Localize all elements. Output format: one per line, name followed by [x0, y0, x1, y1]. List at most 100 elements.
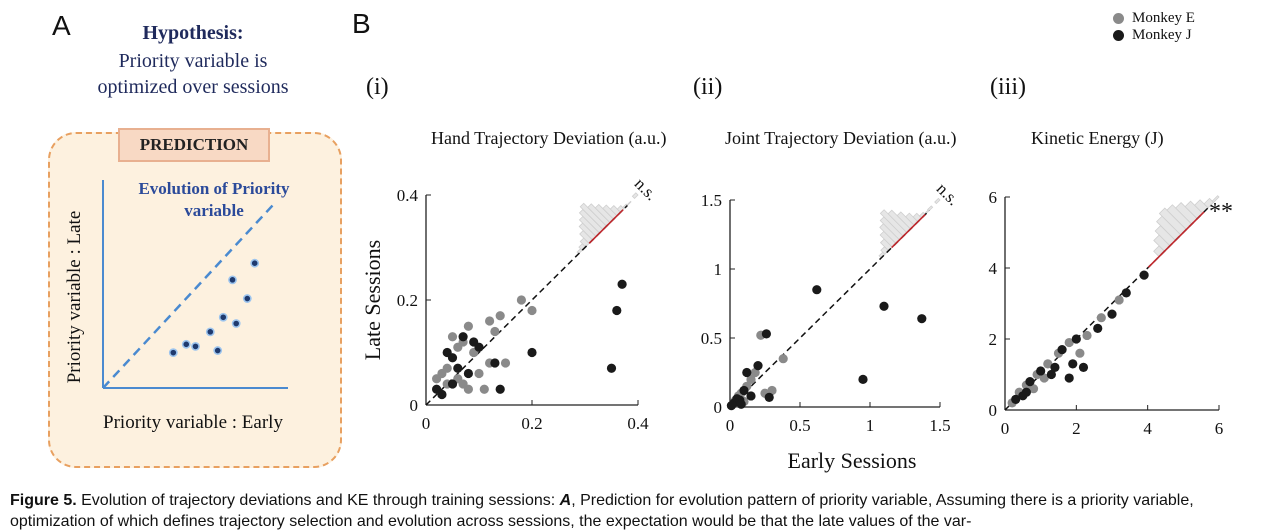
caption-text-2: , Prediction for evolution pattern of pr…	[10, 492, 1194, 530]
inset-title-line-2: variable	[184, 201, 244, 220]
data-point-monkey-j	[1050, 362, 1060, 372]
identity-line	[1004, 207, 1209, 411]
data-point-monkey-j	[1093, 323, 1103, 333]
data-point-monkey-e	[1075, 348, 1085, 358]
x-tick-label: 2	[1072, 419, 1081, 438]
data-point-monkey-e	[516, 295, 527, 305]
inset-point	[168, 348, 178, 358]
data-point-monkey-e	[1114, 295, 1124, 305]
inset-xlabel: Priority variable : Early	[103, 412, 283, 433]
y-tick-label: 0.5	[701, 329, 722, 348]
data-point-monkey-j	[1057, 345, 1067, 355]
y-tick-label: 0	[410, 396, 419, 415]
data-point-monkey-j	[1068, 359, 1078, 369]
hypothesis-line-1: Priority variable is	[118, 50, 268, 72]
inset-point	[218, 312, 228, 322]
data-point-monkey-j	[1121, 288, 1131, 298]
inset-point	[213, 346, 223, 355]
data-point-monkey-e	[479, 384, 489, 394]
data-point-monkey-e	[767, 385, 777, 396]
data-point-monkey-e	[442, 363, 452, 373]
chart-title-ke: Kinetic Energy (J)	[1031, 128, 1164, 148]
data-point-monkey-e	[1082, 330, 1092, 341]
data-point-monkey-j	[495, 384, 505, 394]
prediction-label: PREDICTION	[118, 128, 270, 162]
panel-iii-label: (iii)	[990, 74, 1026, 100]
histogram-bar	[1203, 197, 1215, 209]
panel-i-label: (i)	[366, 74, 389, 100]
y-tick-label: 0	[714, 398, 723, 417]
data-point-monkey-j	[879, 301, 889, 311]
chart-title-hand: Hand Trajectory Deviation (a.u.)	[431, 128, 667, 148]
data-point-monkey-e	[1064, 337, 1074, 348]
data-point-monkey-e	[1028, 384, 1039, 394]
x-tick-label: 6	[1215, 419, 1224, 438]
data-point-monkey-e	[1043, 359, 1053, 369]
median-line	[891, 213, 926, 249]
data-point-monkey-e	[463, 384, 473, 394]
y-tick-label: 6	[989, 188, 998, 207]
b-xlabel: Early Sessions	[788, 448, 917, 473]
y-tick-label: 0	[989, 401, 998, 420]
data-point-monkey-j	[1107, 309, 1117, 319]
data-point-monkey-j	[858, 374, 868, 384]
median-line	[1147, 211, 1205, 268]
legend-marker-monkey-j	[1113, 30, 1124, 41]
data-point-monkey-e	[447, 332, 458, 342]
data-point-monkey-j	[1064, 373, 1074, 383]
x-tick-label: 0	[1001, 419, 1010, 438]
data-point-monkey-j	[447, 379, 458, 389]
data-point-monkey-j	[447, 353, 458, 363]
histogram-bar	[631, 192, 639, 200]
legend-marker-monkey-e	[1113, 13, 1124, 24]
caption-figure-label: Figure 5.	[10, 492, 77, 509]
panel-b-letter: B	[352, 8, 371, 39]
inset-point	[191, 341, 200, 351]
data-point-monkey-j	[761, 329, 772, 339]
y-tick-label: 2	[989, 330, 998, 349]
inset-point	[181, 339, 191, 349]
scatter-chart-1: 0 0.2 0.4 0 0.2 0.4 n.s.	[397, 174, 661, 433]
histogram-bar	[626, 200, 632, 206]
inset-points	[168, 258, 260, 358]
data-point-monkey-j	[453, 363, 463, 373]
caption-text-1: Evolution of trajectory deviations and K…	[76, 492, 560, 509]
data-point-monkey-j	[736, 399, 746, 409]
data-point-monkey-e	[1096, 313, 1106, 323]
x-tick-label: 4	[1143, 419, 1152, 438]
b-ylabel: Late Sessions	[360, 240, 385, 360]
diagonal-histogram	[878, 197, 941, 259]
legend-label-monkey-j: Monkey J	[1132, 27, 1192, 43]
x-tick-label: 0.5	[789, 416, 810, 435]
y-tick-label: 4	[989, 259, 998, 278]
y-tick-label: 1.5	[701, 191, 722, 210]
x-tick-label: 0.2	[521, 414, 542, 433]
inset-point	[231, 319, 241, 328]
data-point-monkey-j	[917, 314, 927, 324]
panel-ii-label: (ii)	[693, 74, 723, 100]
data-point-monkey-e	[495, 311, 505, 321]
data-point-monkey-e	[746, 374, 756, 384]
scatter-chart-2: 0 0.5 1 1.5 0 0.5 1 1.5 n.s.	[701, 179, 963, 435]
x-tick-label: 1.5	[929, 416, 950, 435]
data-point-monkey-j	[739, 385, 749, 396]
data-point-monkey-e	[485, 316, 495, 326]
inset-title-line-1: Evolution of Priority	[138, 179, 290, 198]
x-tick-label: 1	[866, 416, 875, 435]
data-point-monkey-e	[490, 326, 500, 337]
data-point-monkey-j	[742, 367, 752, 378]
significance-label: n.s.	[933, 179, 963, 209]
data-point-monkey-j	[1021, 387, 1031, 397]
diagonal-histogram	[576, 192, 639, 255]
data-point-monkey-j	[1139, 270, 1149, 280]
data-point-monkey-j	[437, 389, 447, 400]
scatter-plots: Late Sessions Early Sessions 0 0.2 0.4 0 0.2…	[360, 174, 1233, 473]
significance-label: n.s.	[631, 174, 661, 204]
inset-ylabel: Priority variable : Late	[64, 211, 85, 384]
y-tick-label: 0.4	[397, 186, 419, 205]
data-point-monkey-e	[527, 305, 537, 316]
identity-line	[425, 204, 628, 406]
legend-label-monkey-e: Monkey E	[1132, 10, 1195, 26]
data-point-monkey-e	[474, 368, 484, 379]
y-tick-label: 1	[714, 260, 723, 279]
